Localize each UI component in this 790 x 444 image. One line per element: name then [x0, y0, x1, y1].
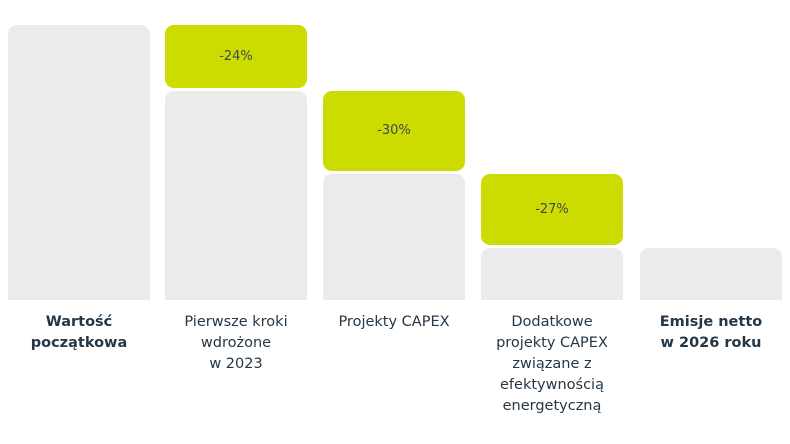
reduction-bar: -27% [481, 173, 623, 245]
category-label: Dodatkowe projekty CAPEX związane z efek… [496, 314, 608, 414]
reduction-label: -30% [377, 123, 411, 139]
remaining-bar [481, 247, 623, 300]
remaining-bar [323, 173, 465, 300]
category-label: Wartość początkowa [30, 314, 128, 351]
category-label: Emisje netto w 2026 roku [659, 314, 763, 351]
reduction-bar: -30% [323, 91, 465, 171]
reduction-bar: -24% [165, 25, 307, 88]
remaining-bar [640, 247, 782, 300]
reduction-label: -27% [535, 201, 569, 217]
reduction-label: -24% [219, 49, 253, 64]
category-label: Projekty CAPEX [338, 314, 450, 330]
category-label: Pierwsze kroki wdrożone w 2023 [184, 314, 288, 372]
remaining-bar [8, 25, 150, 300]
remaining-bar [165, 91, 307, 300]
